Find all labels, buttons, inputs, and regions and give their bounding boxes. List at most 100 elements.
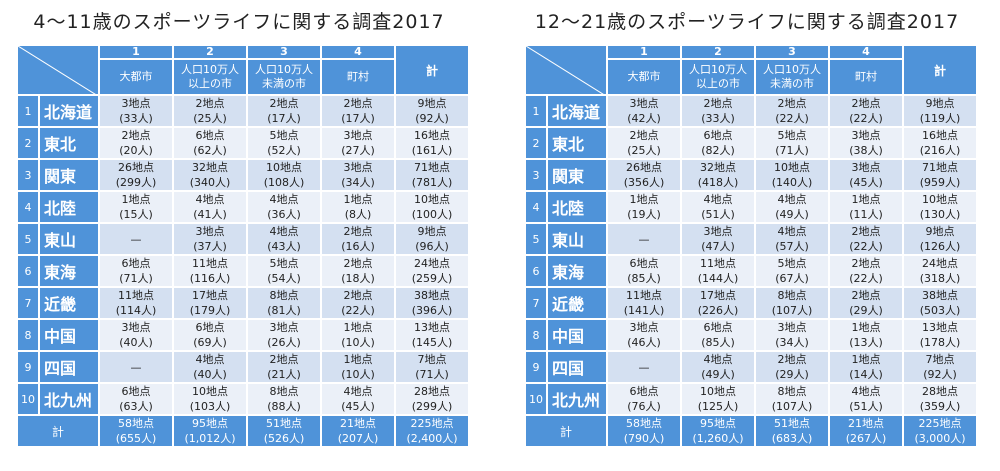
column-header: 大都市 [608, 60, 680, 94]
site-count: 3地点 [629, 97, 659, 110]
data-cell: 3地点 (40人) [100, 320, 172, 350]
site-count: 6地点 [629, 385, 659, 398]
column-header: 人口10万人 未満の市 [248, 60, 320, 94]
person-count: (37人) [193, 240, 227, 253]
table-row: 9 四国 — 4地点 (49人) 2地点 (29人) 1地点 (14人) 7地点 (92人) [526, 352, 976, 382]
region-name: 東山 [40, 224, 98, 254]
column-header-line: 以上の市 [188, 77, 232, 90]
person-count: (161人) [411, 144, 453, 157]
table-row: 9 四国 — 4地点 (40人) 2地点 (21人) 1地点 (10人) 7地点 (71人) [18, 352, 468, 382]
data-cell: 4地点 (43人) [248, 224, 320, 254]
region-name: 中国 [548, 320, 606, 350]
data-cell: 11地点 (141人) [608, 288, 680, 318]
region-number: 9 [18, 352, 38, 382]
region-name: 四国 [40, 352, 98, 382]
total-row: 計 58地点 (790人) 95地点 (1,260人) 51地点 (683人) 21地点 (26… [526, 416, 976, 446]
site-count: — [638, 232, 650, 246]
data-cell: 2地点 (22人) [830, 96, 902, 126]
person-count: (71人) [775, 144, 809, 157]
data-cell: 13地点 (145人) [396, 320, 468, 350]
site-count: 10地点 [192, 385, 228, 398]
person-count: (683人) [771, 432, 813, 445]
table-row: 8 中国 3地点 (40人) 6地点 (69人) 3地点 (26人) 1地点 (10人) 13地点 (… [18, 320, 468, 350]
site-count: 1地点 [851, 353, 881, 366]
person-count: (144人) [697, 272, 739, 285]
site-count: 13地点 [922, 321, 958, 334]
person-count: (299人) [411, 400, 453, 413]
person-count: (25人) [627, 144, 661, 157]
data-cell: 3地点 (37人) [174, 224, 246, 254]
data-cell: 6地点 (71人) [100, 256, 172, 286]
person-count: (63人) [119, 400, 153, 413]
data-cell: 4地点 (49人) [682, 352, 754, 382]
region-number: 5 [526, 224, 546, 254]
site-count: 6地点 [195, 321, 225, 334]
table-row: 3 関東 26地点 (356人) 32地点 (418人) 10地点 (140人) 3地点 (45人… [526, 160, 976, 190]
total-cell: 51地点 (683人) [756, 416, 828, 446]
data-cell: 2地点 (16人) [322, 224, 394, 254]
data-cell: 5地点 (52人) [248, 128, 320, 158]
data-cell: 3地点 (34人) [756, 320, 828, 350]
data-cell: 38地点 (503人) [904, 288, 976, 318]
site-count: 4地点 [777, 225, 807, 238]
person-count: (10人) [341, 336, 375, 349]
site-count: 9地点 [925, 225, 955, 238]
data-cell: 6地点 (69人) [174, 320, 246, 350]
site-count: 3地点 [703, 225, 733, 238]
region-number: 6 [18, 256, 38, 286]
header-row: 大都市 人口10万人 以上の市 人口10万人 未満の市 町村 [18, 60, 468, 94]
column-header-line: 人口10万人 [763, 63, 821, 76]
site-count: 2地点 [851, 225, 881, 238]
person-count: (40人) [193, 368, 227, 381]
region-name: 近畿 [40, 288, 98, 318]
data-cell: 71地点 (959人) [904, 160, 976, 190]
person-count: (33人) [119, 112, 153, 125]
site-count: — [130, 360, 142, 374]
data-cell: 2地点 (20人) [100, 128, 172, 158]
site-count: 9地点 [925, 97, 955, 110]
person-count: (92人) [415, 112, 449, 125]
region-number: 2 [526, 128, 546, 158]
person-count: (57人) [775, 240, 809, 253]
data-cell: 6地点 (85人) [682, 320, 754, 350]
site-count: 6地点 [121, 257, 151, 270]
person-count: (125人) [697, 400, 739, 413]
person-count: (140人) [771, 176, 813, 189]
column-header-line: 人口10万人 [689, 63, 747, 76]
data-cell: 2地点 (18人) [322, 256, 394, 286]
person-count: (40人) [119, 336, 153, 349]
person-count: (119人) [919, 112, 961, 125]
data-cell: 10地点 (125人) [682, 384, 754, 414]
region-name: 関東 [548, 160, 606, 190]
region-name: 北陸 [548, 192, 606, 222]
person-count: (14人) [849, 368, 883, 381]
person-count: (318人) [919, 272, 961, 285]
person-count: (42人) [627, 112, 661, 125]
data-cell: 2地点 (25人) [174, 96, 246, 126]
region-name: 中国 [40, 320, 98, 350]
site-count: 95地点 [192, 417, 228, 430]
site-count: 3地点 [269, 321, 299, 334]
person-count: (76人) [627, 400, 661, 413]
site-count: 51地点 [774, 417, 810, 430]
total-cell: 58地点 (790人) [608, 416, 680, 446]
site-count: 58地点 [626, 417, 662, 430]
site-count: 2地点 [703, 97, 733, 110]
site-count: 1地点 [629, 193, 659, 206]
data-cell: 4地点 (40人) [174, 352, 246, 382]
site-count: 2地点 [777, 97, 807, 110]
data-cell: 1地点 (10人) [322, 352, 394, 382]
data-cell: 16地点 (161人) [396, 128, 468, 158]
total-cell: 58地点 (655人) [100, 416, 172, 446]
person-count: (49人) [775, 208, 809, 221]
header-row: 大都市 人口10万人 以上の市 人口10万人 未満の市 町村 [526, 60, 976, 94]
site-count: 11地点 [700, 257, 736, 270]
region-number: 2 [18, 128, 38, 158]
person-count: (29人) [775, 368, 809, 381]
site-count: 1地点 [343, 353, 373, 366]
site-count: 16地点 [922, 129, 958, 142]
site-count: 17地点 [192, 289, 228, 302]
data-cell: 24地点 (318人) [904, 256, 976, 286]
person-count: (226人) [697, 304, 739, 317]
